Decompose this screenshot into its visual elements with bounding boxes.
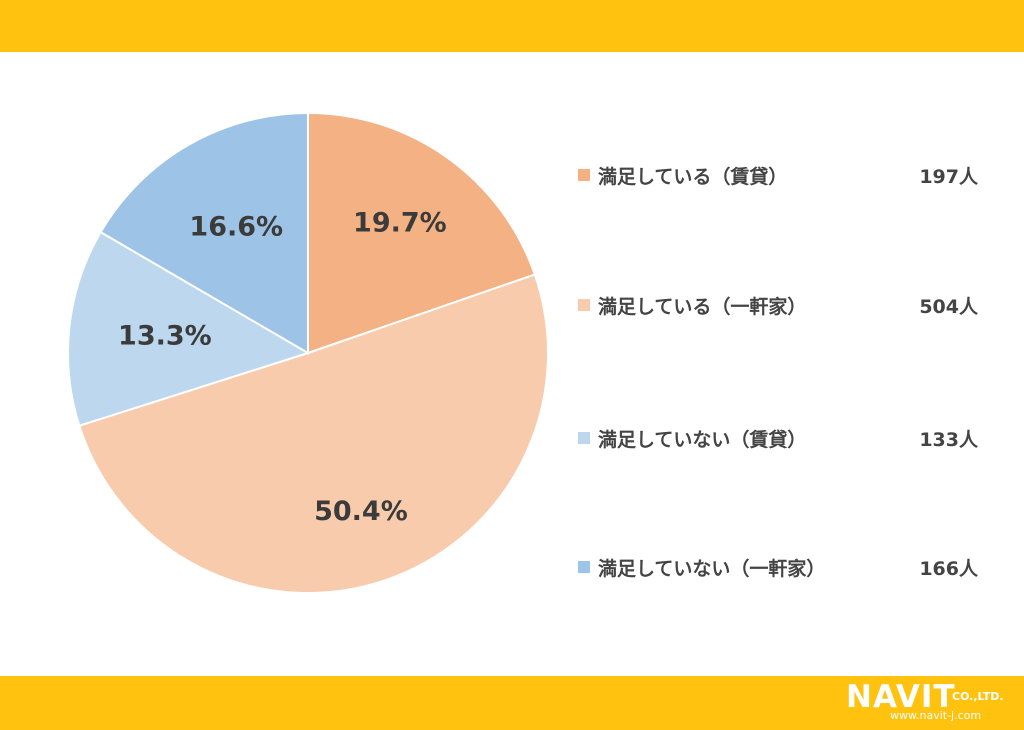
logo-url: www.navit-j.com	[890, 709, 982, 722]
pie-slice	[99, 111, 309, 355]
legend-count: 197人	[919, 165, 978, 188]
legend-item: 満足していない（賃貸） 133人	[578, 421, 978, 455]
legend-label: 満足していない（賃貸）	[598, 428, 807, 451]
legend-swatch	[578, 432, 590, 444]
company-logo: NAVIT CO.,LTD. www.navit-j.com	[842, 680, 1022, 726]
legend-swatch	[578, 299, 590, 311]
slice-percent-label: 16.6%	[189, 212, 283, 243]
slice-percent-label: 50.4%	[314, 496, 408, 527]
slice-percent-label: 19.7%	[353, 207, 447, 238]
legend-item: 満足していない（一軒家） 166人	[578, 550, 978, 584]
slice-percent-label: 13.3%	[118, 321, 212, 352]
legend-count: 504人	[919, 295, 978, 318]
pie-chart: 19.7% 50.4% 13.3% 16.6%	[67, 111, 549, 594]
pie-slice	[67, 230, 311, 427]
pie-slice	[307, 111, 537, 355]
legend-swatch	[578, 561, 590, 573]
legend-item: 満足している（賃貸） 197人	[578, 158, 978, 192]
legend-count: 166人	[919, 557, 978, 580]
legend-count: 133人	[919, 428, 978, 451]
legend-label: 満足している（一軒家）	[598, 295, 807, 318]
legend-swatch	[578, 169, 590, 181]
pie-slice	[78, 273, 549, 594]
legend-label: 満足していない（一軒家）	[598, 557, 826, 580]
legend-label: 満足している（賃貸）	[598, 165, 788, 188]
logo-wordmark: NAVIT	[846, 679, 956, 715]
bottom-banner	[0, 676, 1024, 730]
legend-item: 満足している（一軒家） 504人	[578, 288, 978, 322]
logo-company-suffix: CO.,LTD.	[952, 690, 1004, 703]
top-banner	[0, 0, 1024, 52]
